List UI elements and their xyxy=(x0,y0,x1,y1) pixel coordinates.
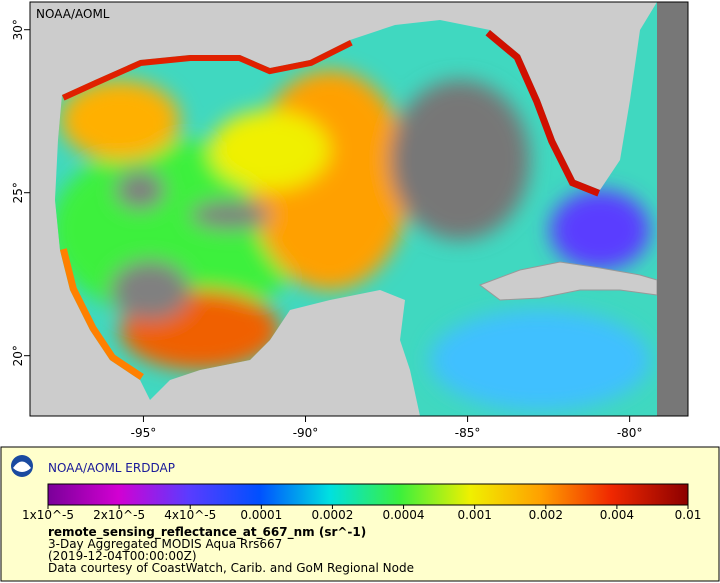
legend-line: 3-Day Aggregated MODIS Aqua Rrs667 xyxy=(48,537,282,551)
variable-name: remote_sensing_reflectance_at_667_nm (sr… xyxy=(48,525,366,540)
axes: -95° -90° -85° -80° 20° 25° 30° xyxy=(11,19,642,440)
x-tick-label: -90° xyxy=(293,426,319,440)
legend-line: (2019-12-04T00:00:00Z) xyxy=(48,549,197,563)
colorbar-ticks: 1x10^-5 2x10^-5 4x10^-5 0.0001 0.0002 0.0004 0… xyxy=(22,505,701,522)
colorbar-tick-label: 0.002 xyxy=(529,508,563,522)
y-tick-label: 25° xyxy=(11,182,25,203)
colorbar-tick-label: 1x10^-5 xyxy=(22,508,74,522)
y-tick-label: 30° xyxy=(11,19,25,40)
colorbar-tick-label: 0.004 xyxy=(600,508,634,522)
map-label: NOAA/AOML xyxy=(36,7,110,21)
noaa-logo-bird xyxy=(13,461,31,472)
legend-title: NOAA/AOML ERDDAP xyxy=(48,461,175,475)
colorbar-tick-label: 4x10^-5 xyxy=(164,508,216,522)
x-tick-label: -80° xyxy=(617,426,643,440)
colorbar xyxy=(47,483,689,506)
y-tick-label: 20° xyxy=(11,345,25,366)
map-frame xyxy=(29,1,689,417)
colorbar-tick-label: 0.0004 xyxy=(383,508,425,522)
x-tick-label: -95° xyxy=(131,426,157,440)
colorbar-tick-label: 0.001 xyxy=(457,508,491,522)
colorbar-tick-label: 2x10^-5 xyxy=(93,508,145,522)
legend-panel xyxy=(0,446,720,582)
x-tick-label: -85° xyxy=(455,426,481,440)
colorbar-tick-label: 0.0002 xyxy=(311,508,353,522)
no-data-strip xyxy=(657,2,688,416)
legend-line: Data courtesy of CoastWatch, Carib. and … xyxy=(48,561,414,575)
colorbar-tick-label: 0.0001 xyxy=(240,508,282,522)
colorbar-tick-label: 0.01 xyxy=(675,508,702,522)
